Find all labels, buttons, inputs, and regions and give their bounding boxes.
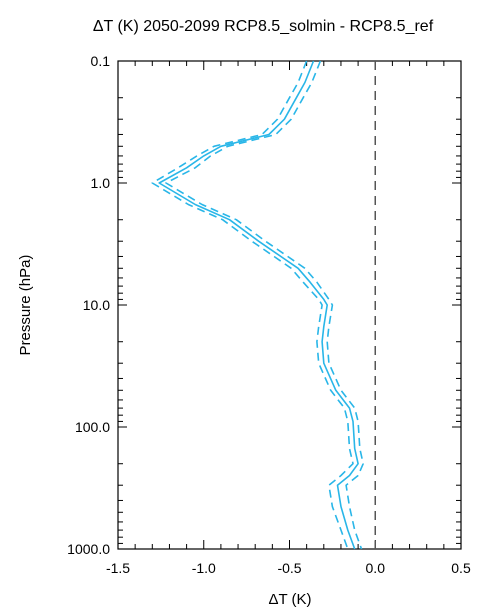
series-group (151, 60, 365, 550)
y-tick-label: 10.0 (83, 297, 110, 313)
y-tick-label: 0.1 (91, 53, 111, 69)
y-tick-label: 100.0 (75, 419, 110, 435)
x-tick-label: -0.5 (277, 560, 301, 576)
x-axis: -1.5 -1.0 -0.5 0.0 0.5 (106, 61, 471, 576)
x-tick-label: -1.0 (192, 560, 216, 576)
y-tick-label: 1000.0 (67, 541, 110, 557)
plot-frame (117, 60, 462, 550)
y-axis: 0.1 1.0 10.0 100.0 1000.0 (67, 53, 461, 557)
y-axis-label: Pressure (hPa) (17, 255, 34, 356)
series-bound-line-1 (151, 60, 354, 550)
x-tick-label: 0.0 (366, 560, 386, 576)
series-bound-line-2 (165, 60, 365, 550)
x-tick-label: -1.5 (106, 560, 130, 576)
series-mean-line (158, 60, 359, 550)
x-axis-label: ΔT (K) (268, 591, 311, 608)
x-tick-label: 0.5 (451, 560, 471, 576)
y-tick-label: 1.0 (91, 175, 111, 191)
chart-title: ΔT (K) 2050-2099 RCP8.5_solmin - RCP8.5_… (93, 18, 434, 35)
